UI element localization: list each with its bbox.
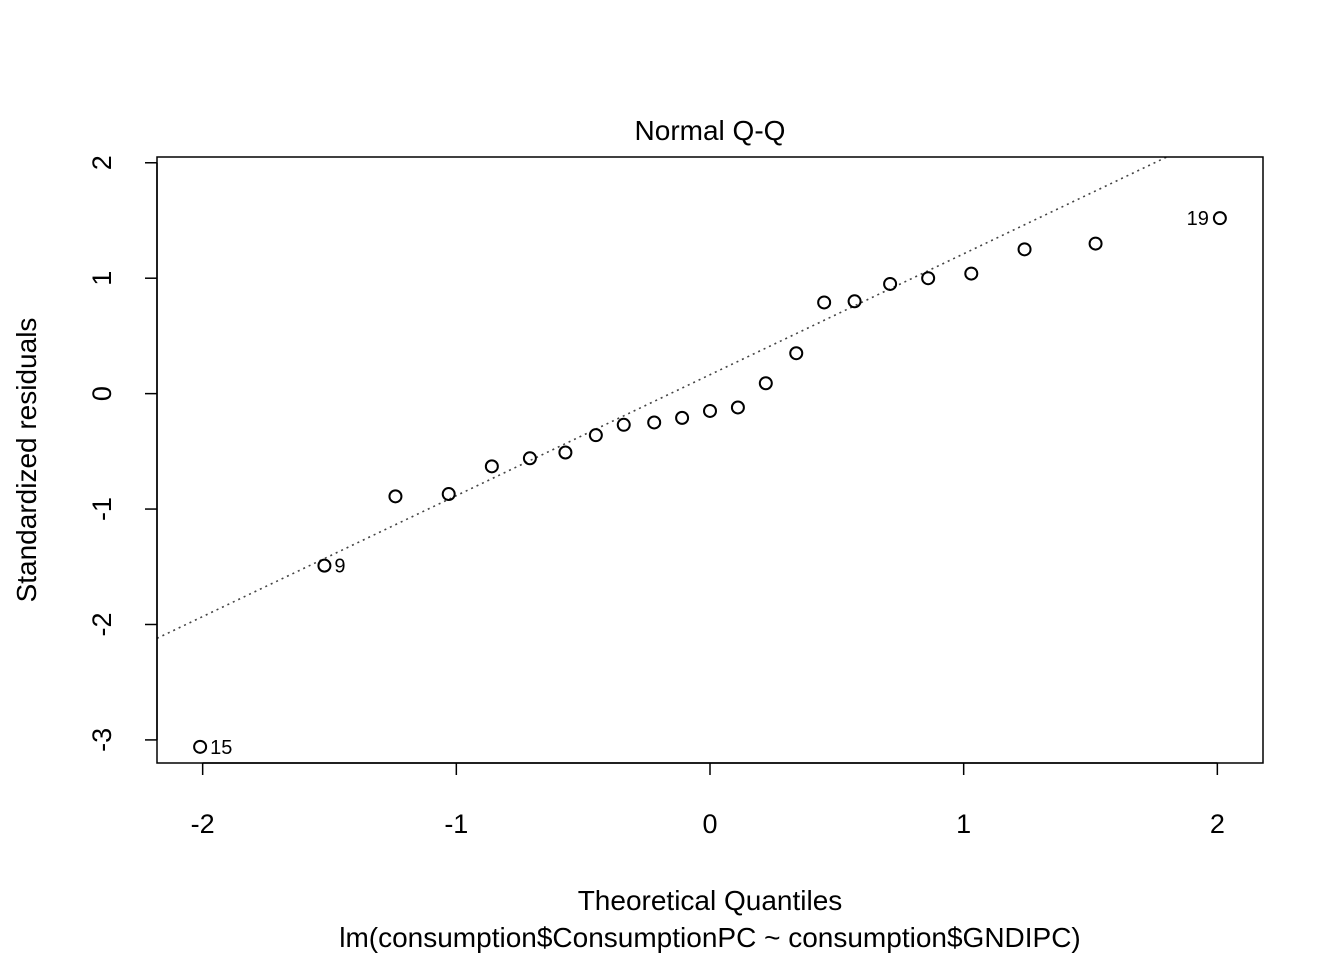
data-point [1017, 242, 1032, 257]
y-axis: -3 -2 -1 0 1 2 [87, 155, 158, 752]
x-tick-label: 0 [702, 809, 717, 839]
y-tick-label: 0 [87, 386, 117, 401]
data-point [847, 294, 862, 309]
y-tick-label: 1 [87, 271, 117, 286]
data-point [675, 410, 690, 425]
x-tick-label: -2 [191, 809, 215, 839]
data-point [484, 459, 499, 474]
y-tick-label: -1 [87, 497, 117, 521]
data-point [558, 445, 573, 460]
data-point [317, 558, 332, 573]
data-point [647, 415, 662, 430]
reference-line-group [157, 157, 1169, 640]
data-point [883, 276, 898, 291]
y-tick-label: 2 [87, 155, 117, 170]
points-group [193, 211, 1227, 754]
y-tick-label: -3 [87, 728, 117, 752]
point-label: 19 [1187, 208, 1209, 230]
x-tick-label: 2 [1210, 809, 1225, 839]
chart-title: Normal Q-Q [635, 115, 786, 146]
data-point [388, 489, 403, 504]
data-point [758, 376, 773, 391]
data-point [964, 266, 979, 281]
qq-reference-line [157, 157, 1169, 640]
x-axis-subtitle: lm(consumption$ConsumptionPC ~ consumpti… [339, 922, 1081, 953]
y-axis-title: Standardized residuals [11, 318, 42, 603]
data-point [1212, 211, 1227, 226]
data-point [730, 400, 745, 415]
data-point [1088, 236, 1103, 251]
y-tick-label: -2 [87, 612, 117, 636]
x-axis: -2 -1 0 1 2 [191, 762, 1225, 839]
data-point [193, 739, 208, 754]
point-label: 9 [334, 556, 345, 578]
data-point [522, 451, 537, 466]
data-point [703, 403, 717, 418]
x-axis-title: Theoretical Quantiles [578, 885, 843, 916]
data-point [817, 295, 832, 310]
point-labels-group: 15 9 19 [210, 208, 1209, 759]
data-point [616, 417, 631, 432]
x-tick-label: 1 [956, 809, 971, 839]
data-point [921, 271, 936, 286]
point-label: 15 [210, 737, 232, 759]
data-point [588, 428, 603, 443]
x-tick-label: -1 [444, 809, 468, 839]
data-point [441, 487, 456, 502]
data-point [789, 346, 804, 361]
